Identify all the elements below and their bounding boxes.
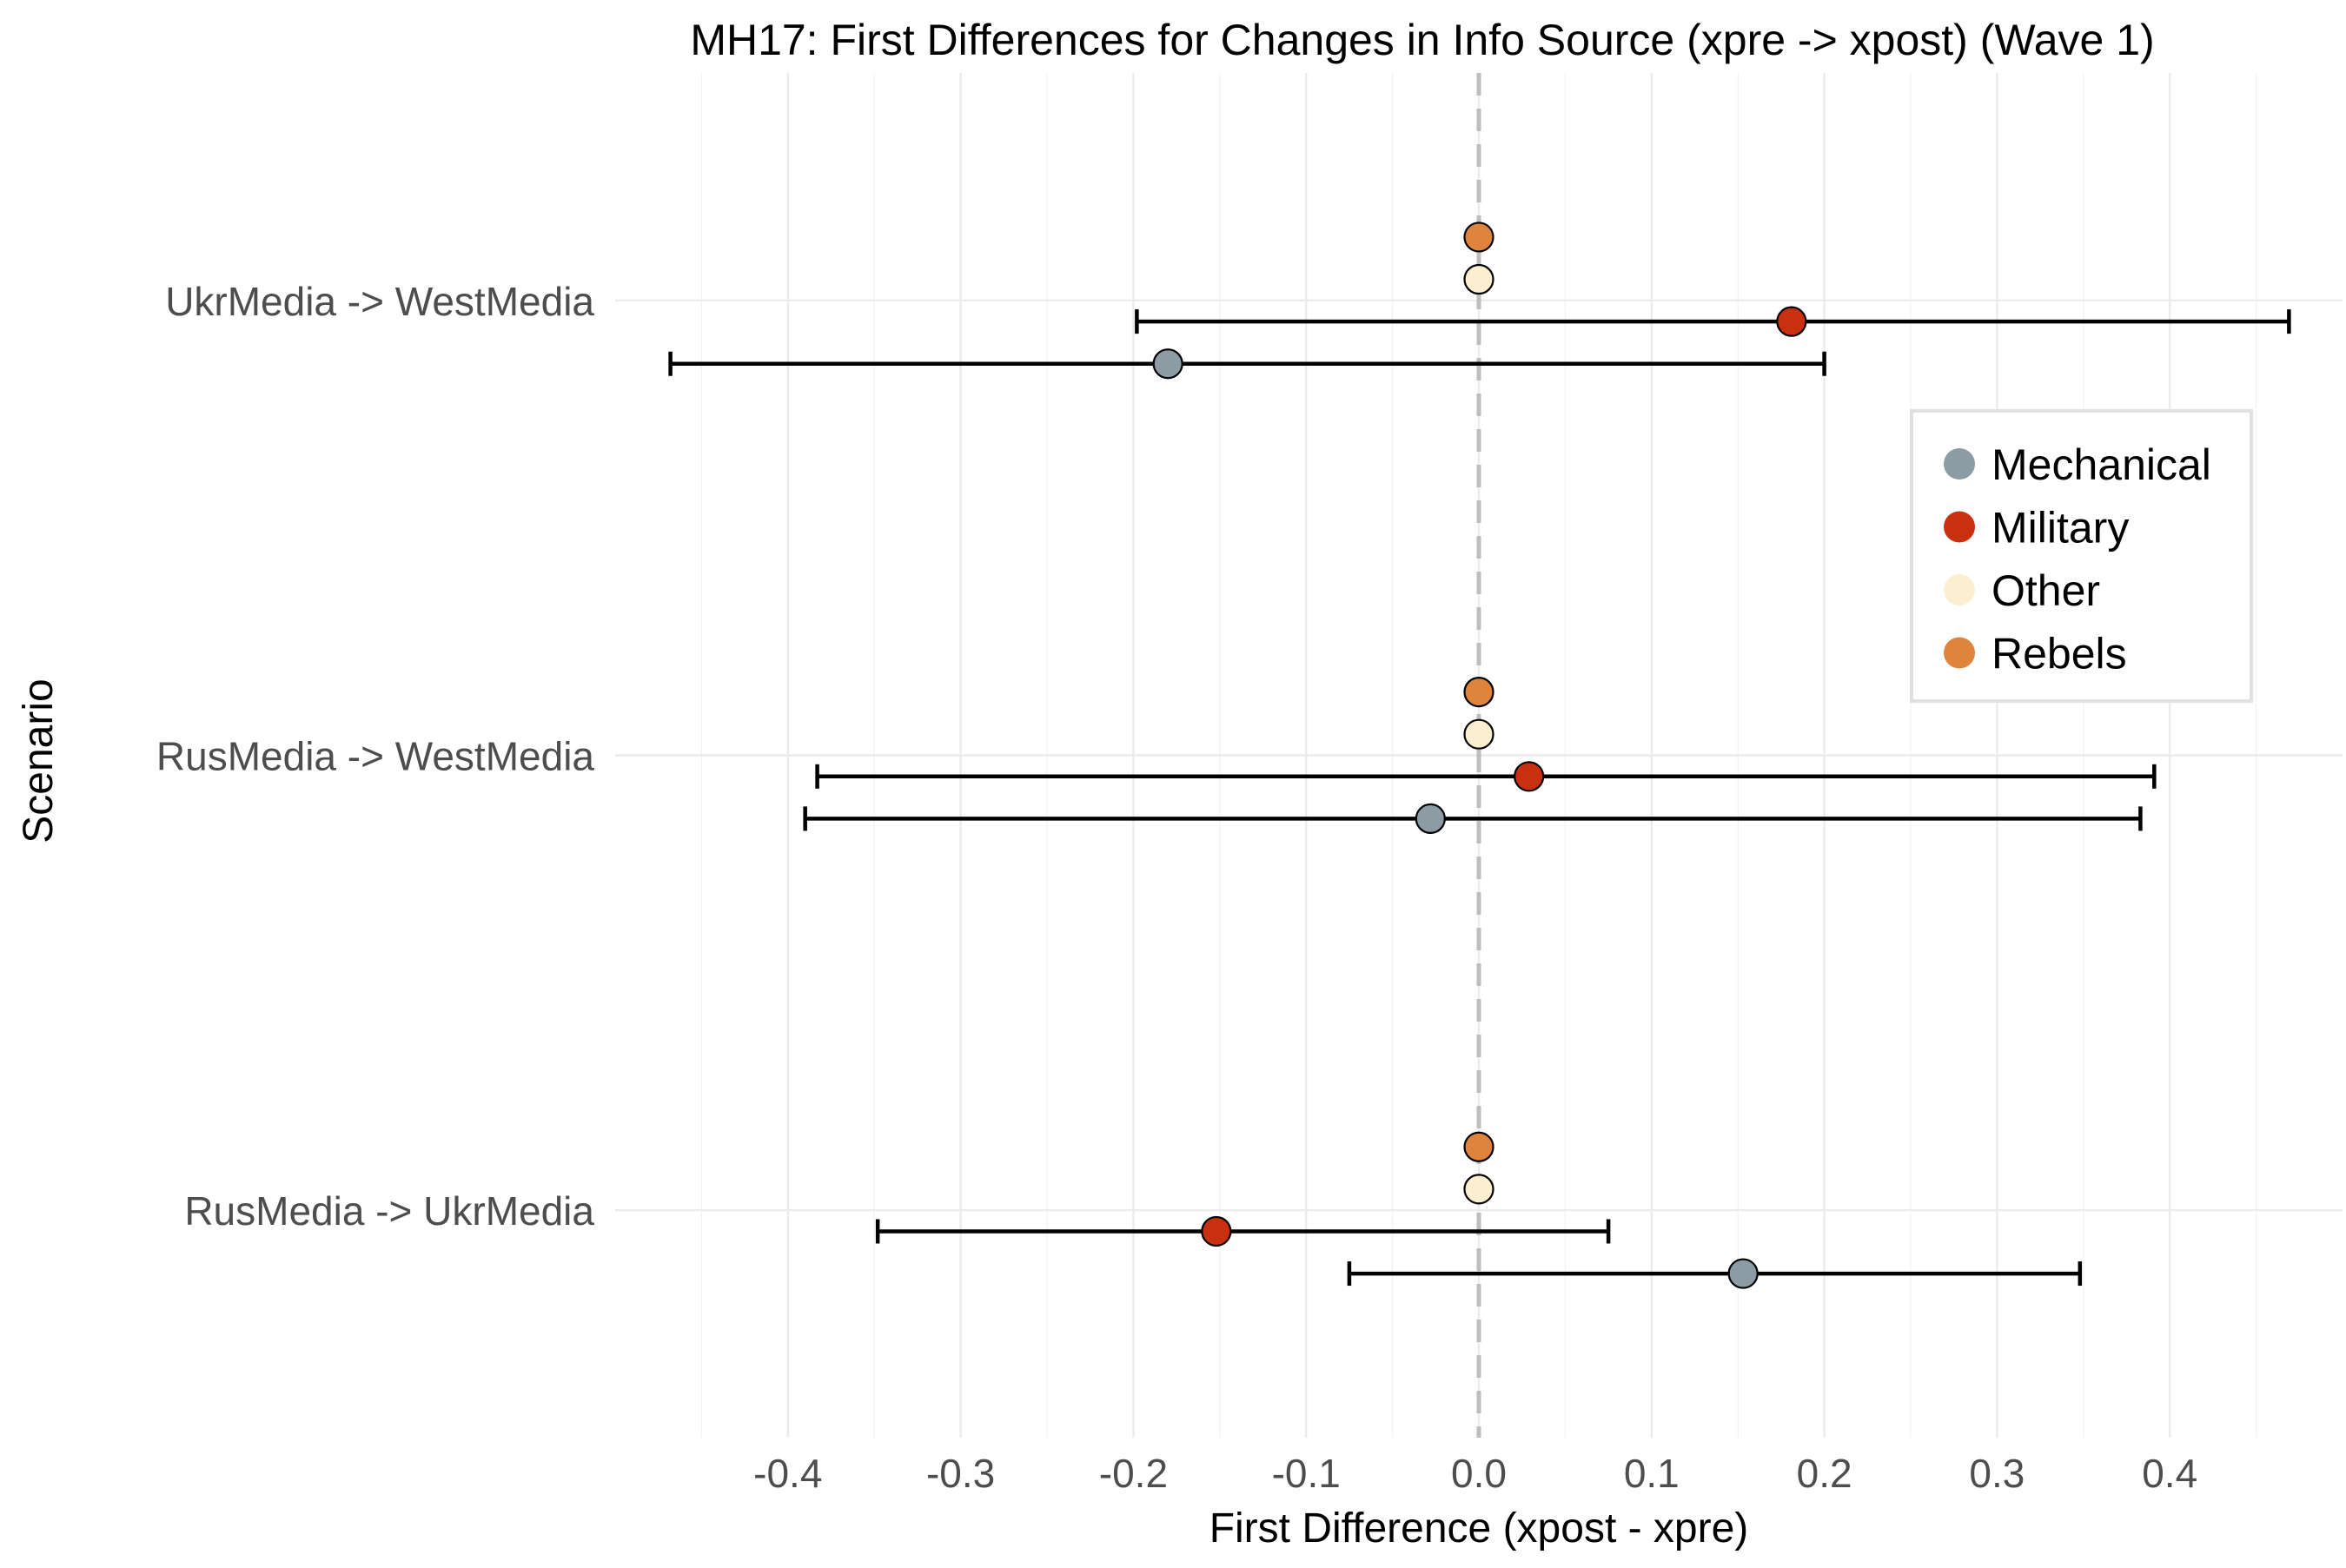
data-point	[1463, 1174, 1494, 1205]
x-tick-label: 0.0	[1451, 1451, 1507, 1496]
legend-key-mechanical	[1944, 448, 1975, 480]
legend-label-other: Other	[1991, 566, 2100, 615]
x-tick-label: 0.4	[2142, 1451, 2197, 1496]
x-tick-label: 0.3	[1969, 1451, 2025, 1496]
series-rebels	[1463, 222, 1494, 1162]
chart-title: MH17: First Differences for Changes in I…	[690, 16, 2154, 64]
data-point	[1463, 222, 1494, 253]
y-category-label: RusMedia -> WestMedia	[156, 734, 594, 779]
data-point	[1727, 1258, 1759, 1289]
x-tick-label: -0.2	[1099, 1451, 1168, 1496]
axis-layer: -0.4 -0.3 -0.2 -0.1 0.0 0.1 0.2 0.3 0.4 UkrMedia …	[156, 279, 2197, 1496]
x-tick-label: 0.2	[1797, 1451, 1852, 1496]
legend-label-mechanical: Mechanical	[1991, 440, 2211, 489]
legend: Mechanical Military Other Rebels	[1910, 409, 2253, 703]
data-point	[1776, 306, 1807, 337]
legend-key-military	[1944, 511, 1975, 543]
data-point	[1463, 718, 1494, 750]
x-axis-title: First Difference (xpost - xpre)	[1209, 1505, 1749, 1551]
x-tick-label: -0.3	[926, 1451, 995, 1496]
legend-label-rebels: Rebels	[1991, 630, 2127, 678]
series-military	[815, 306, 2291, 1247]
y-category-label: UkrMedia -> WestMedia	[165, 279, 594, 324]
legend-label-military: Military	[1991, 504, 2129, 552]
data-point	[1463, 1131, 1494, 1162]
series-mechanical	[668, 348, 2143, 1289]
series-other	[1463, 263, 1494, 1205]
data-point	[1201, 1215, 1232, 1247]
legend-key-other	[1944, 574, 1975, 605]
data-point	[1152, 348, 1183, 380]
data-point	[1463, 676, 1494, 708]
data-point	[1514, 761, 1545, 792]
x-tick-label: -0.4	[753, 1451, 822, 1496]
legend-items: Mechanical Military Other Rebels	[1944, 440, 2211, 678]
y-axis-title: Scenario	[16, 678, 62, 843]
y-category-label: RusMedia -> UkrMedia	[184, 1188, 594, 1234]
x-tick-label: -0.1	[1272, 1451, 1341, 1496]
x-tick-label: 0.1	[1624, 1451, 1680, 1496]
grid-layer	[615, 73, 2343, 1438]
data-point	[1415, 803, 1446, 835]
legend-key-rebels	[1944, 637, 1975, 669]
data-layer	[668, 222, 2291, 1289]
data-point	[1463, 263, 1494, 295]
